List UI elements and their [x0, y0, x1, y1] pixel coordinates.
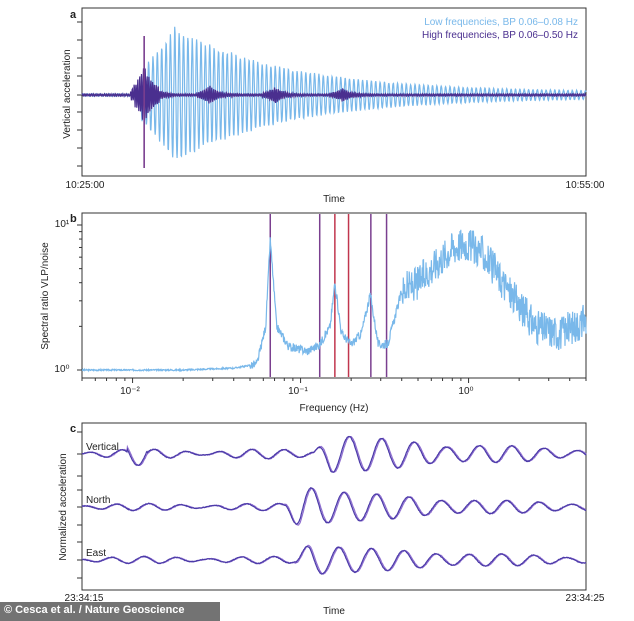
trace-vertical-observed — [81, 435, 587, 473]
series-low-frequency-line — [81, 26, 587, 159]
panel-c: c Normalized acceleration Vertical North… — [58, 422, 605, 617]
panel-c-plot — [81, 435, 587, 575]
trace-east-observed — [81, 544, 587, 575]
panel-a-yticks — [77, 21, 82, 167]
panel-b-ytick-label-bottom: 10⁰ — [54, 364, 69, 375]
panel-c-component-vertical: Vertical — [86, 442, 119, 453]
series-high-frequency-line — [81, 68, 587, 125]
panel-c-xlabel: Time — [323, 606, 345, 617]
trace-north-synthetic — [81, 486, 587, 525]
trace-north-observed — [81, 487, 586, 526]
panel-a-xend-label: 10:55:00 — [566, 180, 605, 191]
panel-b: b Spectral ratio VLP/noise 10¹ 10⁰ 10⁻² … — [40, 212, 587, 414]
panel-a-plot — [81, 26, 587, 168]
panel-c-component-east: East — [86, 548, 106, 559]
panel-a-letter: a — [70, 9, 77, 21]
panel-b-ylabel: Spectral ratio VLP/noise — [40, 242, 51, 350]
panel-a-ylabel: Vertical acceleration — [62, 49, 73, 139]
trace-east-synthetic — [82, 545, 586, 575]
panel-c-ylabel: Normalized acceleration — [58, 453, 69, 560]
panel-b-frame — [81, 212, 587, 379]
panel-c-component-north: North — [86, 495, 110, 506]
panel-a-xlabel: Time — [323, 194, 345, 205]
spectral-ratio-line — [81, 229, 587, 373]
panel-b-letter: b — [70, 213, 77, 225]
panel-b-ytick-label-top: 10¹ — [55, 219, 70, 230]
image-credit: © Cesca et al. / Nature Geoscience — [4, 604, 185, 616]
panel-b-xlabel: Frequency (Hz) — [300, 403, 369, 414]
panel-c-xend-label: 23:34:25 — [566, 593, 605, 604]
panel-a: a Vertical acceleration 10:25:00 10:55:0… — [62, 7, 605, 205]
panel-b-xticks — [81, 378, 587, 383]
panel-b-xtick-label-0: 10⁻² — [120, 386, 140, 397]
credit-backdrop — [0, 602, 220, 621]
panel-b-xtick-label-2: 10⁰ — [458, 386, 473, 397]
legend-high-frequencies: High frequencies, BP 0.06–0.50 Hz — [422, 30, 578, 41]
legend-low-frequencies: Low frequencies, BP 0.06–0.08 Hz — [424, 17, 578, 28]
panel-b-yticks — [77, 224, 82, 371]
panel-b-xtick-label-1: 10⁻¹ — [288, 386, 308, 397]
panel-a-xstart-label: 10:25:00 — [66, 180, 105, 191]
panel-c-xstart-label: 23:34:15 — [65, 593, 104, 604]
panel-c-yticks — [77, 431, 82, 579]
panel-b-plot — [81, 214, 587, 377]
panel-c-letter: c — [70, 423, 76, 435]
trace-vertical-synthetic — [81, 435, 587, 473]
panel-a-frame — [81, 7, 587, 177]
